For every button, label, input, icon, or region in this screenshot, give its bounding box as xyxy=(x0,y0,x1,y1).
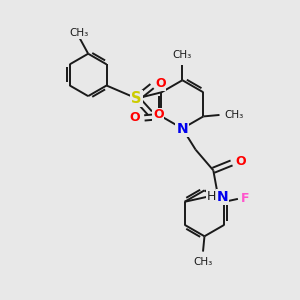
Text: CH₃: CH₃ xyxy=(194,256,213,267)
Text: O: O xyxy=(153,108,164,121)
Text: F: F xyxy=(241,192,249,206)
Text: S: S xyxy=(131,91,142,106)
Text: O: O xyxy=(130,111,140,124)
Text: CH₃: CH₃ xyxy=(173,50,192,60)
Text: O: O xyxy=(155,77,166,90)
Text: N: N xyxy=(216,190,228,204)
Text: N: N xyxy=(177,122,188,136)
Text: H: H xyxy=(207,190,216,203)
Text: O: O xyxy=(236,155,246,168)
Text: CH₃: CH₃ xyxy=(225,110,244,120)
Text: CH₃: CH₃ xyxy=(70,28,89,38)
